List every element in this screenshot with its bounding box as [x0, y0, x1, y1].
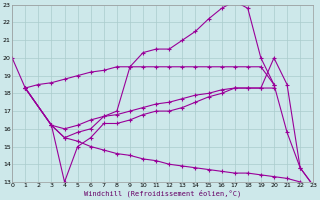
X-axis label: Windchill (Refroidissement éolien,°C): Windchill (Refroidissement éolien,°C) [84, 190, 241, 197]
